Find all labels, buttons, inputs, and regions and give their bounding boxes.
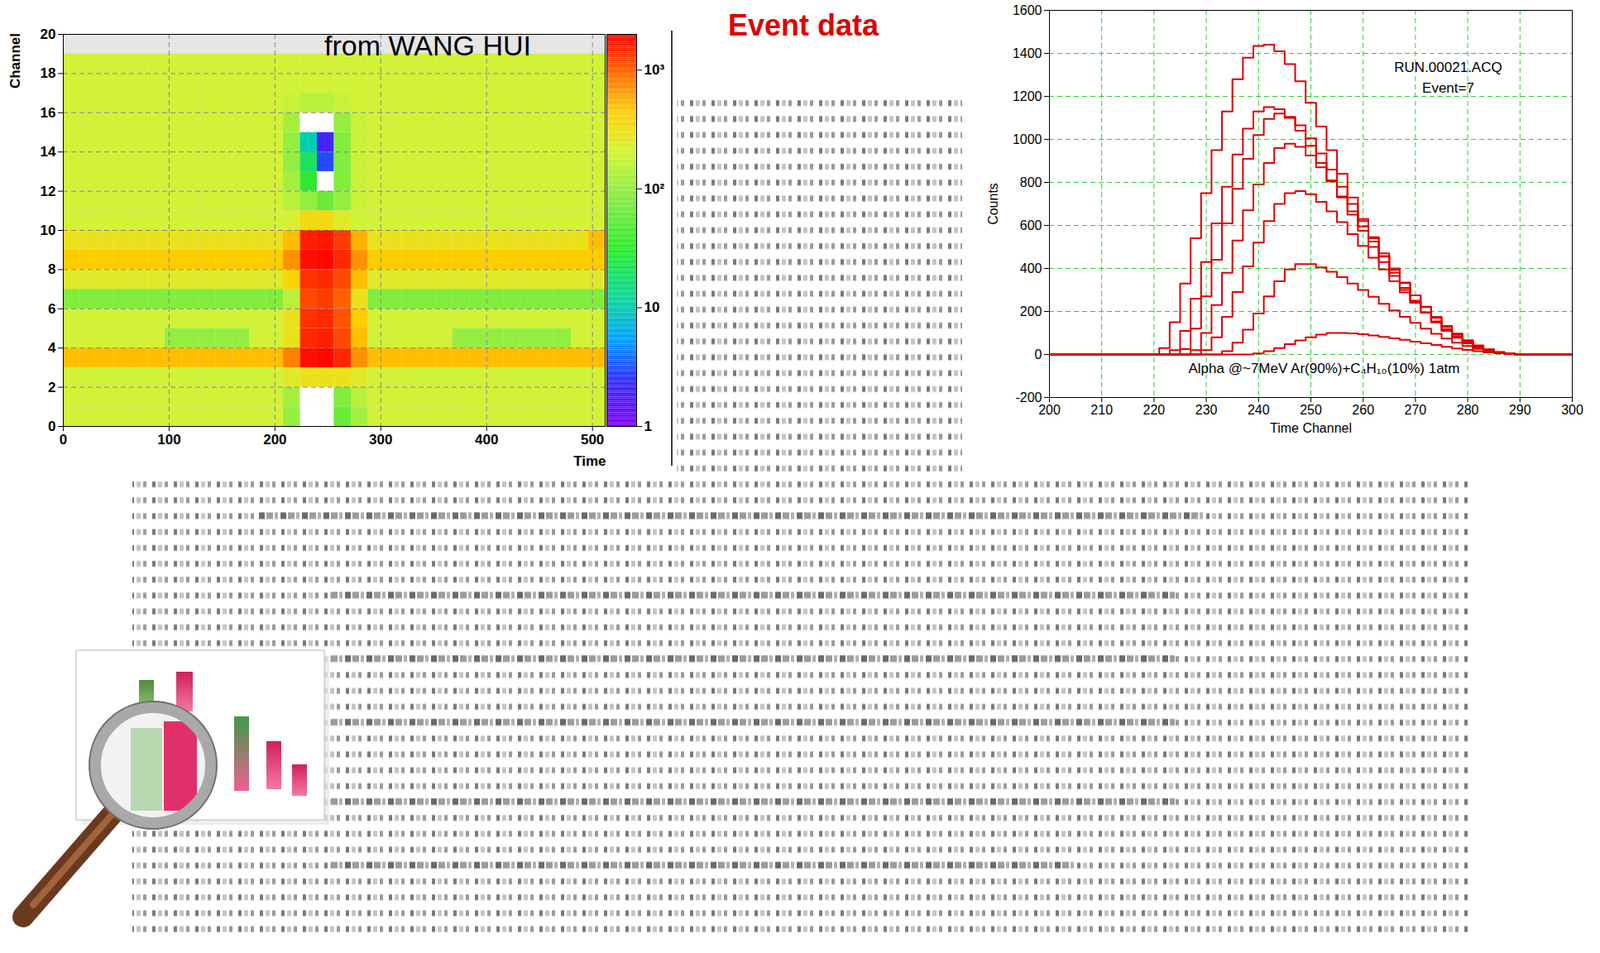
svg-text:200: 200 — [1038, 402, 1061, 417]
svg-text:300: 300 — [368, 431, 393, 448]
svg-text:400: 400 — [474, 431, 499, 448]
svg-text:Alpha @~7MeV Ar(90%)+C₄H₁₀(10%: Alpha @~7MeV Ar(90%)+C₄H₁₀(10%) 1atm — [1188, 360, 1460, 377]
svg-text:18: 18 — [40, 65, 57, 82]
svg-text:300: 300 — [1561, 402, 1584, 417]
svg-text:500: 500 — [580, 431, 604, 448]
svg-text:100: 100 — [157, 431, 181, 448]
svg-text:260: 260 — [1351, 402, 1375, 417]
svg-text:220: 220 — [1143, 402, 1166, 417]
svg-text:240: 240 — [1247, 402, 1270, 417]
svg-text:2: 2 — [47, 379, 56, 396]
svg-text:210: 210 — [1090, 402, 1113, 417]
svg-text:Time: Time — [573, 453, 606, 470]
svg-text:16: 16 — [40, 105, 57, 121]
svg-text:8: 8 — [47, 261, 56, 278]
svg-text:0: 0 — [59, 431, 68, 448]
svg-text:290: 290 — [1508, 402, 1532, 417]
svg-text:1200: 1200 — [1012, 89, 1043, 104]
svg-text:1400: 1400 — [1012, 46, 1043, 61]
svg-text:10: 10 — [40, 222, 57, 239]
svg-text:-200: -200 — [1015, 390, 1042, 405]
svg-text:0: 0 — [1034, 347, 1043, 362]
svg-text:0: 0 — [47, 418, 56, 435]
svg-text:6: 6 — [47, 301, 56, 317]
svg-text:4: 4 — [47, 340, 57, 356]
svg-text:600: 600 — [1020, 218, 1043, 233]
svg-text:10³: 10³ — [644, 62, 666, 78]
svg-text:270: 270 — [1404, 402, 1428, 417]
svg-text:1600: 1600 — [1012, 3, 1043, 18]
svg-text:280: 280 — [1456, 402, 1480, 417]
svg-text:14: 14 — [40, 143, 57, 160]
svg-text:200: 200 — [1020, 304, 1043, 319]
html-text:Event data: Event data — [728, 8, 879, 43]
svg-text:Event=7: Event=7 — [1422, 80, 1475, 96]
svg-text:200: 200 — [263, 431, 287, 448]
svg-text:250: 250 — [1299, 402, 1323, 417]
svg-text:RUN.00021.ACQ: RUN.00021.ACQ — [1394, 59, 1502, 76]
svg-text:1: 1 — [644, 418, 652, 435]
html-text:from WANG HUI: from WANG HUI — [324, 29, 532, 62]
svg-text:Channel: Channel — [7, 33, 24, 89]
svg-text:12: 12 — [40, 183, 57, 200]
svg-text:10²: 10² — [644, 181, 666, 197]
svg-text:800: 800 — [1020, 175, 1043, 190]
svg-text:400: 400 — [1020, 261, 1043, 276]
svg-text:230: 230 — [1195, 402, 1218, 417]
svg-text:1000: 1000 — [1012, 132, 1043, 147]
svg-text:10: 10 — [644, 299, 661, 316]
svg-text:Counts: Counts — [986, 182, 1001, 226]
svg-text:Time Channel: Time Channel — [1269, 421, 1352, 436]
svg-text:20: 20 — [40, 26, 57, 43]
